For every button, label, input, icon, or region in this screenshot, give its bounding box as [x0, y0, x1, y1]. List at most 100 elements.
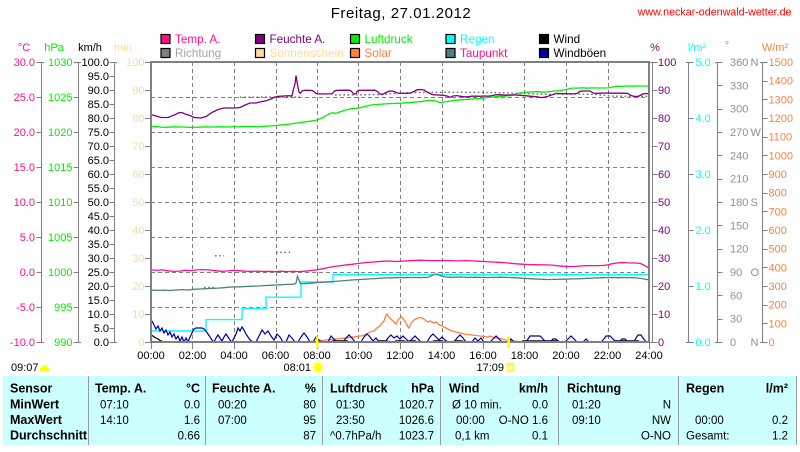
svg-text:80: 80: [132, 113, 144, 125]
svg-text:1.2: 1.2: [772, 430, 788, 442]
svg-text:Temp. A.: Temp. A.: [175, 33, 220, 46]
svg-text:0: 0: [730, 337, 736, 349]
svg-text:1000: 1000: [769, 150, 793, 162]
svg-text:10:00: 10:00: [345, 350, 373, 362]
svg-text:%: %: [305, 382, 316, 396]
svg-text:1400: 1400: [769, 76, 793, 88]
svg-text:700: 700: [769, 206, 787, 218]
svg-text:Regen: Regen: [460, 33, 494, 46]
svg-text:0.0: 0.0: [20, 267, 35, 279]
svg-text:00:20: 00:20: [218, 400, 247, 412]
svg-text:22:00: 22:00: [594, 350, 622, 362]
svg-text:1025: 1025: [48, 92, 72, 104]
svg-text:10: 10: [132, 309, 144, 321]
svg-text:hPa: hPa: [44, 42, 64, 54]
svg-text:35.0: 35.0: [88, 239, 109, 251]
svg-text:hPa: hPa: [411, 382, 435, 396]
svg-text:06:00: 06:00: [262, 350, 290, 362]
svg-text:2.0: 2.0: [696, 225, 711, 237]
svg-text:55.0: 55.0: [88, 183, 109, 195]
svg-text:16:00: 16:00: [469, 350, 497, 362]
svg-text:S: S: [751, 197, 758, 209]
svg-text:40: 40: [132, 225, 144, 237]
svg-text:1020: 1020: [48, 127, 72, 139]
svg-text:90.0: 90.0: [88, 85, 109, 97]
svg-text:Gesamt:: Gesamt:: [686, 430, 729, 442]
svg-text:°: °: [725, 40, 729, 52]
svg-text:Richtung: Richtung: [567, 382, 621, 396]
svg-text:09:10: 09:10: [572, 415, 601, 427]
svg-text:0.0: 0.0: [94, 337, 109, 349]
svg-text:5.0: 5.0: [94, 323, 109, 335]
svg-text:O-NO: O-NO: [641, 430, 671, 442]
svg-text:1000: 1000: [48, 267, 72, 279]
svg-text:180: 180: [730, 197, 748, 209]
svg-text:km/h: km/h: [519, 382, 548, 396]
svg-text:120: 120: [730, 244, 748, 256]
svg-text:600: 600: [769, 225, 787, 237]
svg-text:Taupunkt: Taupunkt: [460, 47, 508, 60]
svg-text:0.1: 0.1: [532, 430, 548, 442]
svg-text:80: 80: [658, 113, 670, 125]
svg-text:45.0: 45.0: [88, 211, 109, 223]
svg-text:95: 95: [303, 415, 316, 427]
svg-text:00:00: 00:00: [695, 415, 724, 427]
svg-text:01:20: 01:20: [572, 400, 601, 412]
svg-text:25.0: 25.0: [14, 92, 35, 104]
svg-text:30.0: 30.0: [14, 57, 35, 69]
svg-text:°C: °C: [18, 42, 30, 54]
svg-text:995: 995: [54, 302, 72, 314]
svg-text:%: %: [650, 42, 660, 54]
svg-text:30: 30: [658, 253, 670, 265]
svg-text:www.neckar-odenwald-wetter.de: www.neckar-odenwald-wetter.de: [637, 7, 792, 19]
svg-text:10: 10: [658, 309, 670, 321]
svg-text:08:01: 08:01: [283, 362, 311, 374]
svg-text:W: W: [751, 127, 762, 139]
svg-text:18:00: 18:00: [511, 350, 539, 362]
svg-text:100: 100: [126, 57, 144, 69]
svg-text:0,1 km: 0,1 km: [455, 430, 490, 442]
svg-text:1030: 1030: [48, 57, 72, 69]
svg-text:25.0: 25.0: [88, 267, 109, 279]
svg-text:360: 360: [730, 57, 748, 69]
svg-text:07:00: 07:00: [218, 415, 247, 427]
svg-text:60.0: 60.0: [88, 169, 109, 181]
svg-text:Sonnenschein: Sonnenschein: [270, 47, 344, 60]
svg-text:Windböen: Windböen: [554, 47, 607, 60]
svg-text:°C: °C: [186, 382, 200, 396]
svg-text:0: 0: [769, 337, 775, 349]
svg-text:20.0: 20.0: [14, 127, 35, 139]
svg-text:Luftdruck: Luftdruck: [365, 33, 413, 46]
svg-text:W/m²: W/m²: [762, 42, 789, 54]
svg-text:24:00: 24:00: [635, 350, 663, 362]
svg-text:Regen: Regen: [686, 382, 724, 396]
svg-text:07:10: 07:10: [100, 400, 129, 412]
svg-text:50: 50: [658, 197, 670, 209]
svg-text:10.0: 10.0: [14, 197, 35, 209]
svg-text:0.0: 0.0: [532, 400, 548, 412]
svg-text:Freitag, 27.01.2012: Freitag, 27.01.2012: [331, 5, 472, 22]
svg-text:1010: 1010: [48, 197, 72, 209]
svg-text:-5.0: -5.0: [16, 302, 35, 314]
svg-text:85.0: 85.0: [88, 99, 109, 111]
svg-text:N: N: [751, 337, 759, 349]
svg-text:Feuchte A.: Feuchte A.: [212, 382, 275, 396]
svg-text:1026.6: 1026.6: [399, 415, 434, 427]
svg-text:100: 100: [658, 57, 676, 69]
svg-text:km/h: km/h: [78, 42, 102, 54]
svg-text:01:30: 01:30: [336, 400, 365, 412]
svg-text:30: 30: [132, 253, 144, 265]
svg-text:0.66: 0.66: [178, 430, 200, 442]
svg-text:70.0: 70.0: [88, 141, 109, 153]
svg-text:min: min: [114, 42, 132, 54]
svg-text:400: 400: [769, 262, 787, 274]
svg-text:12:00: 12:00: [386, 350, 414, 362]
svg-text:270: 270: [730, 127, 748, 139]
svg-text:1200: 1200: [769, 113, 793, 125]
svg-text:90: 90: [132, 85, 144, 97]
svg-text:MinWert: MinWert: [10, 398, 60, 412]
svg-text:1.6: 1.6: [184, 415, 200, 427]
svg-text:5.0: 5.0: [696, 57, 711, 69]
svg-text:-10.0: -10.0: [10, 337, 35, 349]
svg-text:20:00: 20:00: [552, 350, 580, 362]
